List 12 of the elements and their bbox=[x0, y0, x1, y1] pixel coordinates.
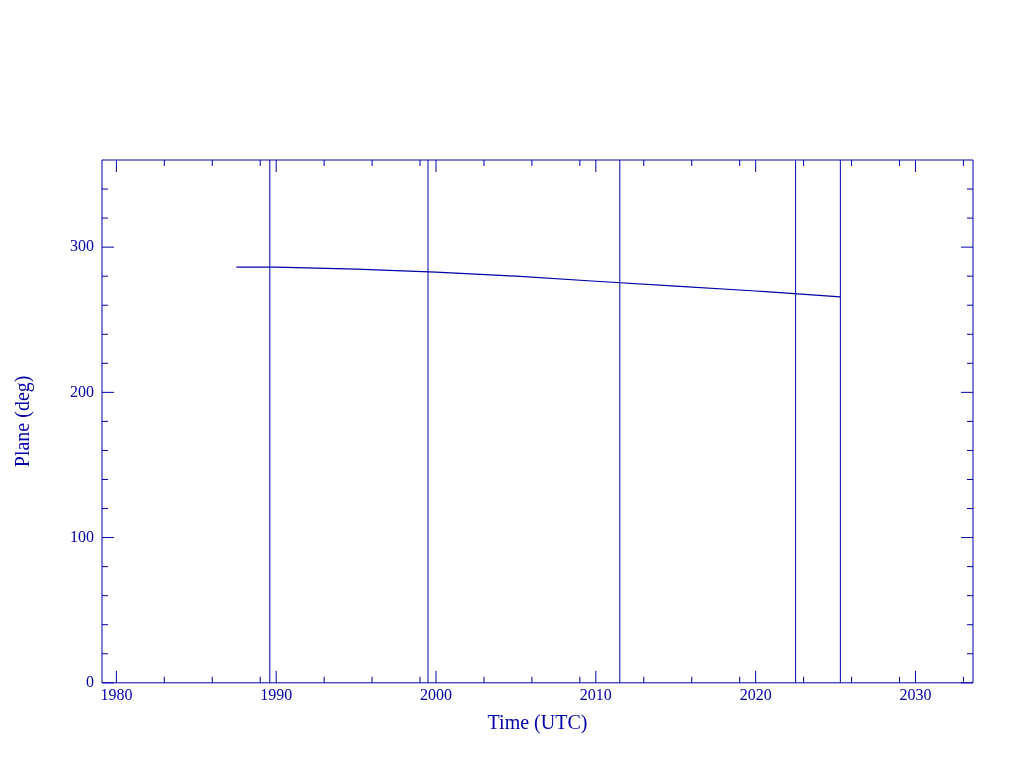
x-tick-label: 2020 bbox=[739, 685, 772, 703]
x-tick-label: 1980 bbox=[100, 685, 133, 703]
y-axis-title: Plane (deg) bbox=[11, 375, 35, 468]
x-tick-label: 2010 bbox=[579, 685, 612, 703]
y-tick-label: 100 bbox=[70, 527, 94, 545]
x-tick-label: 2000 bbox=[420, 685, 453, 703]
y-tick-label: 200 bbox=[70, 382, 94, 400]
y-tick-label: 300 bbox=[70, 237, 94, 255]
x-axis-title: Time (UTC) bbox=[487, 711, 588, 735]
y-tick-label: 0 bbox=[86, 673, 94, 690]
x-tick-label: 2030 bbox=[899, 685, 932, 703]
x-tick-label: 1990 bbox=[260, 685, 293, 703]
